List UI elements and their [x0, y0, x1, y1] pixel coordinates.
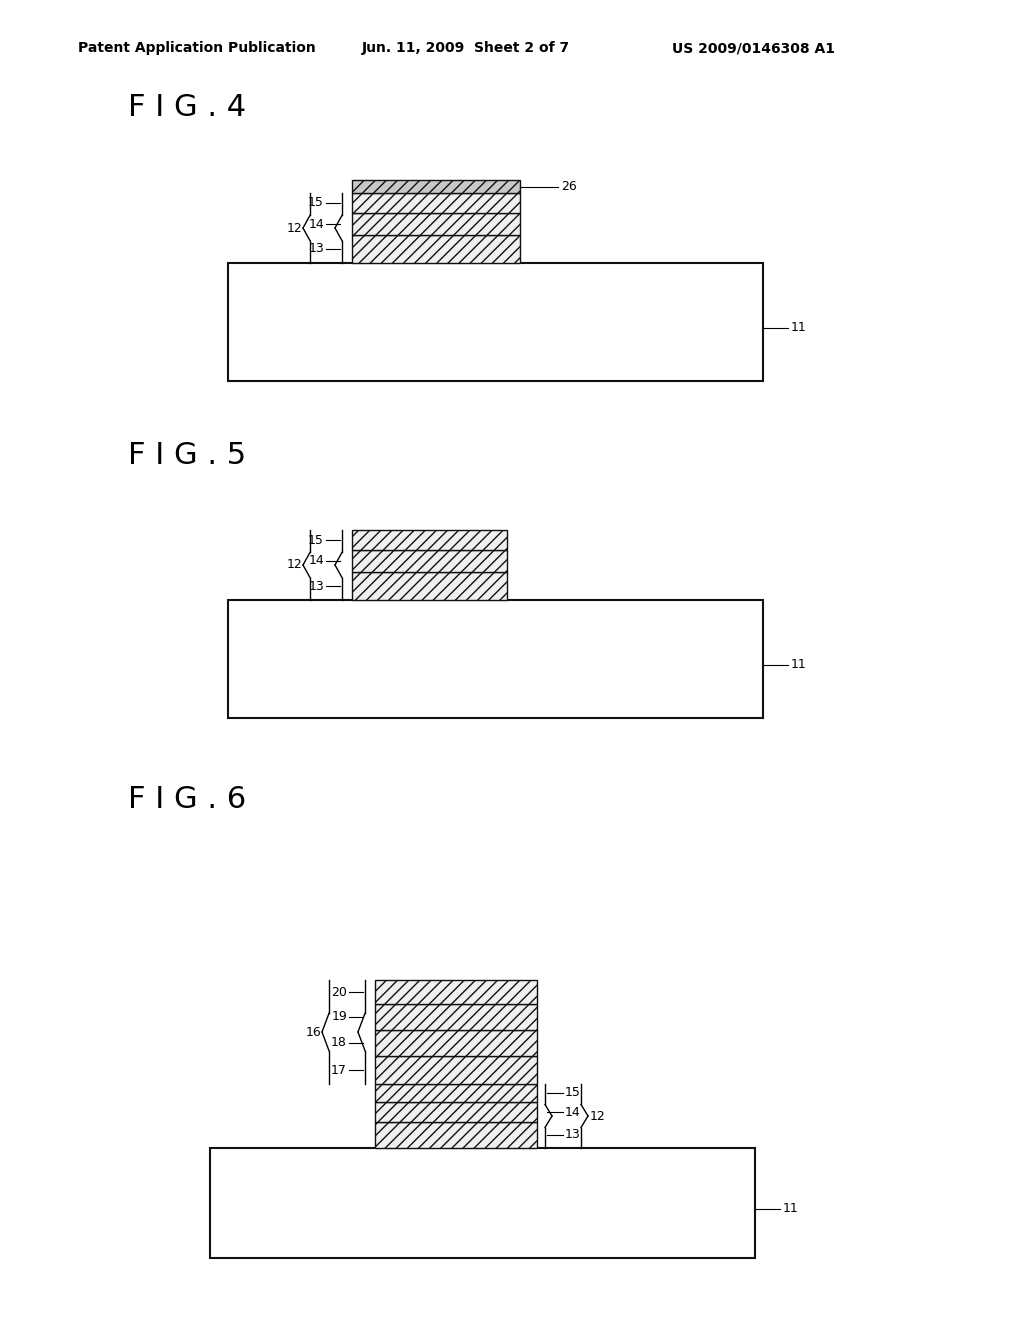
Text: 20: 20: [331, 986, 347, 998]
Bar: [375, 1084, 537, 1102]
Text: F I G . 5: F I G . 5: [128, 441, 246, 470]
Bar: [352, 193, 520, 213]
Text: F I G . 6: F I G . 6: [128, 785, 246, 814]
Text: 17: 17: [331, 1064, 347, 1077]
Bar: [228, 601, 763, 718]
Bar: [375, 1122, 537, 1148]
Text: 14: 14: [565, 1106, 581, 1118]
Text: 14: 14: [308, 218, 324, 231]
Text: 16: 16: [305, 1026, 321, 1039]
Text: 12: 12: [590, 1110, 606, 1122]
Text: 12: 12: [287, 558, 302, 572]
Text: 11: 11: [783, 1203, 799, 1214]
Bar: [352, 572, 507, 601]
Text: 12: 12: [287, 222, 302, 235]
Text: 19: 19: [331, 1011, 347, 1023]
Bar: [375, 1102, 537, 1122]
Text: 26: 26: [561, 180, 577, 193]
Bar: [375, 979, 537, 1005]
Bar: [352, 235, 520, 263]
Text: Patent Application Publication: Patent Application Publication: [78, 41, 315, 55]
Text: Jun. 11, 2009  Sheet 2 of 7: Jun. 11, 2009 Sheet 2 of 7: [362, 41, 570, 55]
Text: US 2009/0146308 A1: US 2009/0146308 A1: [672, 41, 835, 55]
Text: 15: 15: [308, 197, 324, 210]
Text: 18: 18: [331, 1036, 347, 1049]
Text: 11: 11: [791, 321, 807, 334]
Bar: [375, 1056, 537, 1084]
Bar: [375, 1030, 537, 1056]
Bar: [352, 180, 520, 193]
Bar: [352, 531, 507, 550]
Bar: [210, 1148, 755, 1258]
Bar: [375, 1005, 537, 1030]
Text: 15: 15: [565, 1086, 581, 1100]
Text: 13: 13: [308, 579, 324, 593]
Text: 13: 13: [308, 243, 324, 256]
Text: F I G . 4: F I G . 4: [128, 94, 246, 123]
Text: 11: 11: [791, 659, 807, 672]
Text: 15: 15: [308, 533, 324, 546]
Text: 14: 14: [308, 554, 324, 568]
Bar: [228, 263, 763, 381]
Text: 13: 13: [565, 1129, 581, 1142]
Bar: [352, 213, 520, 235]
Bar: [352, 550, 507, 572]
